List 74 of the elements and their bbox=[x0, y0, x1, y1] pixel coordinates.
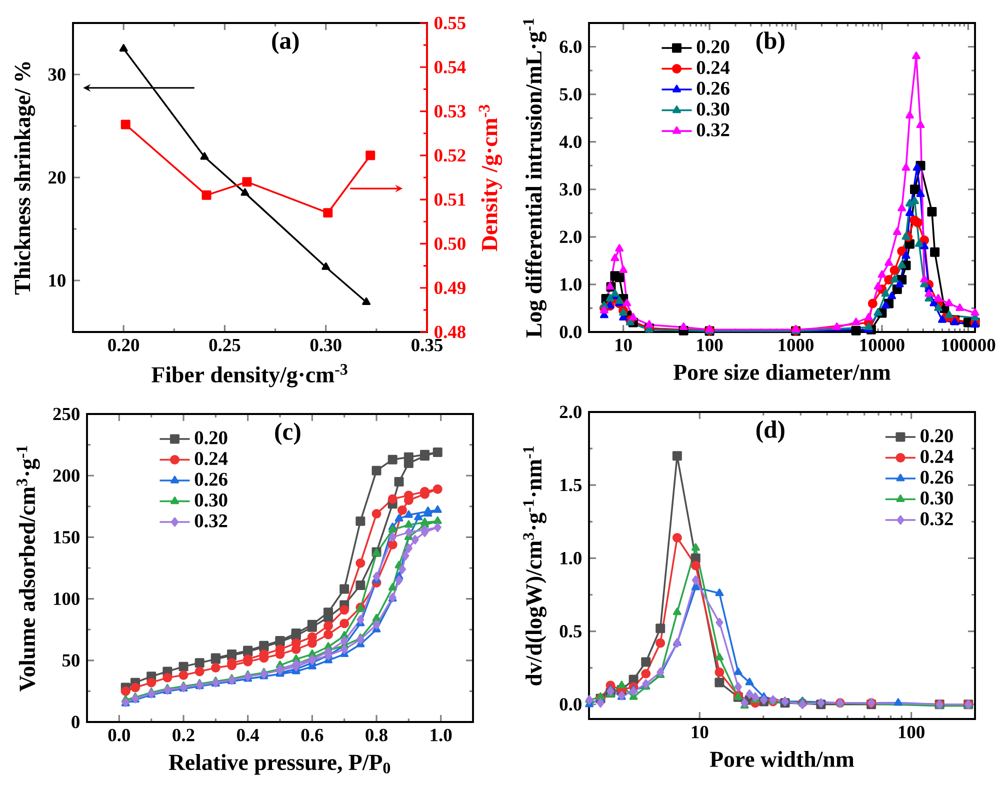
x-tick-label: 100000 bbox=[942, 338, 996, 352]
legend-label: 0.24 bbox=[920, 450, 954, 464]
x-tick-label: 0.8 bbox=[366, 728, 388, 742]
x-tick-label: 10 bbox=[616, 338, 632, 352]
y-tick-label: 150 bbox=[54, 530, 80, 544]
legend-label: 0.30 bbox=[696, 102, 730, 116]
legend-label: 0.20 bbox=[194, 431, 228, 444]
y-tick-label: 20 bbox=[48, 171, 66, 184]
legend-label: 0.26 bbox=[920, 470, 954, 484]
x-tick-label: 100 bbox=[697, 338, 723, 352]
y-tick-label: 6.0 bbox=[560, 40, 582, 54]
x-axis-title: Relative pressure, P/P$_{0}$ bbox=[168, 754, 390, 775]
x-tick-label: 0.6 bbox=[301, 728, 324, 742]
legend-label: 0.20 bbox=[920, 429, 953, 442]
x-tick-label: 1.0 bbox=[430, 728, 452, 742]
y-axis-title: Thickness shrinkage/ % bbox=[14, 62, 36, 295]
y-tick-label: 5.0 bbox=[560, 88, 582, 101]
y-tick-label: 2.0 bbox=[560, 406, 582, 418]
y2-tick-label: 0.49 bbox=[434, 282, 466, 294]
legend-label: 0.26 bbox=[194, 472, 228, 486]
y2-axis-title: Density /g·cm$^{-3}$ bbox=[478, 104, 502, 252]
legend-label: 0.20 bbox=[696, 40, 730, 54]
legend-label: 0.30 bbox=[920, 492, 953, 505]
y-tick-label: 200 bbox=[53, 469, 80, 482]
y-tick-label: 0.0 bbox=[560, 326, 582, 338]
legend-label: 0.30 bbox=[194, 494, 228, 507]
chart-title: (a) bbox=[272, 32, 299, 54]
x-tick-label: 0.4 bbox=[236, 728, 260, 742]
x-tick-label: 0.20 bbox=[108, 338, 140, 352]
x-tick-label: 100 bbox=[898, 726, 924, 738]
y-axis-title: dv/d(logW)/cm$^{3}$·g$^{-1}$·nm$^{-1}$ bbox=[523, 446, 546, 686]
y-tick-label: 50 bbox=[62, 654, 80, 667]
x-tick-label: 1000 bbox=[778, 338, 814, 352]
x-tick-label: 0.0 bbox=[108, 728, 130, 742]
legend-label: 0.26 bbox=[696, 82, 730, 95]
y2-tick-label: 0.52 bbox=[434, 149, 466, 162]
x-axis-title: Fiber density/g·cm$^{-3}$ bbox=[152, 364, 348, 388]
y-tick-label: 250 bbox=[53, 408, 80, 420]
x-tick-label: 0.30 bbox=[310, 338, 342, 352]
legend-label: 0.24 bbox=[194, 452, 228, 466]
x-tick-label: 0.25 bbox=[209, 338, 240, 352]
y2-tick-label: 0.55 bbox=[434, 16, 466, 30]
x-axis-title: Pore width/nm bbox=[710, 750, 854, 768]
chart-title: (b) bbox=[756, 32, 784, 54]
chart-title: (d) bbox=[756, 420, 784, 443]
legend-label: 0.32 bbox=[194, 514, 228, 528]
y-tick-label: 100 bbox=[54, 592, 80, 606]
y-tick-label: 4.0 bbox=[559, 136, 582, 148]
legend-label: 0.32 bbox=[696, 123, 730, 136]
y-tick-label: 10 bbox=[49, 274, 66, 287]
x-tick-label: 10000 bbox=[860, 338, 904, 352]
chart-title: (c) bbox=[275, 422, 300, 445]
y2-tick-label: 0.54 bbox=[434, 60, 466, 74]
y-axis-title: Log differential intrusion/mL·g$^{-1}$ bbox=[523, 18, 546, 338]
x-tick-label: 10 bbox=[692, 726, 708, 738]
y-tick-label: 0 bbox=[72, 716, 80, 728]
y2-tick-label: 0.53 bbox=[434, 105, 466, 118]
y-tick-label: 1.0 bbox=[560, 552, 582, 564]
y2-tick-label: 0.51 bbox=[434, 193, 466, 206]
y-tick-label: 30 bbox=[48, 68, 66, 81]
legend-label: 0.24 bbox=[696, 61, 730, 74]
y-tick-label: 1.5 bbox=[560, 478, 582, 492]
y-tick-label: 0.0 bbox=[560, 698, 582, 711]
legend-label: 0.32 bbox=[920, 512, 953, 526]
x-axis-title: Pore size diameter/nm bbox=[673, 364, 891, 380]
x-tick-label: 0.2 bbox=[172, 728, 194, 742]
y2-tick-label: 0.50 bbox=[434, 237, 466, 250]
y-tick-label: 2.0 bbox=[560, 230, 582, 244]
y2-tick-label: 0.48 bbox=[434, 326, 466, 338]
y-axis-title: Volume adsorbed/cm$^{3}$·g$^{-1}$ bbox=[16, 446, 40, 692]
y-tick-label: 3.0 bbox=[560, 183, 582, 196]
x-tick-label: 0.35 bbox=[412, 338, 442, 352]
y-tick-label: 1.0 bbox=[560, 278, 582, 291]
y-tick-label: 0.5 bbox=[560, 625, 582, 638]
